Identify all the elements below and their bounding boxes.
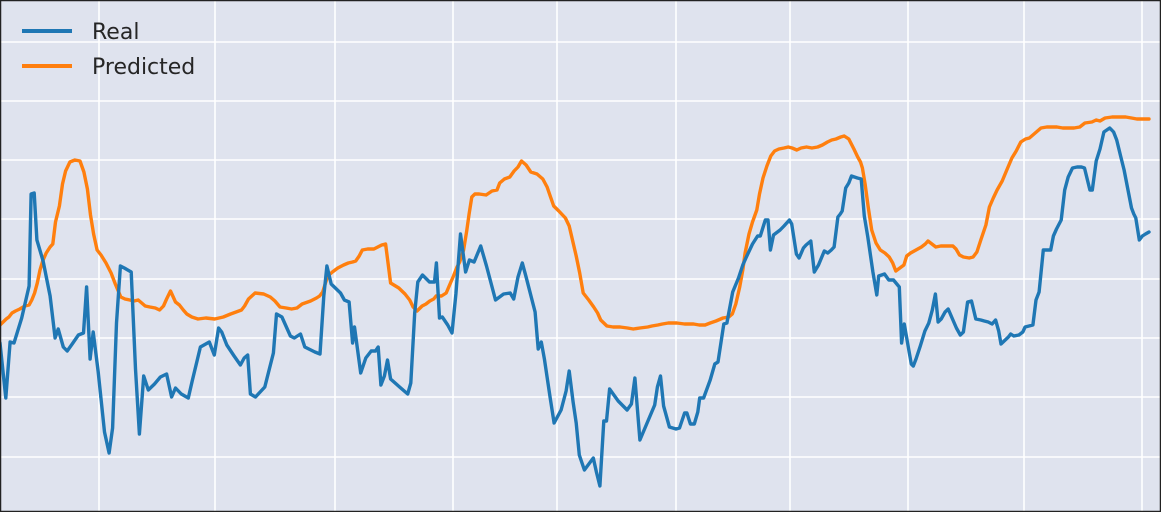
legend-real-label: Real xyxy=(92,20,139,45)
series-layer xyxy=(0,115,1151,488)
legend: Real Predicted xyxy=(22,20,195,80)
series-line-predicted xyxy=(0,115,1151,331)
series-line-real xyxy=(0,126,1151,488)
legend-predicted-label: Predicted xyxy=(92,55,195,80)
